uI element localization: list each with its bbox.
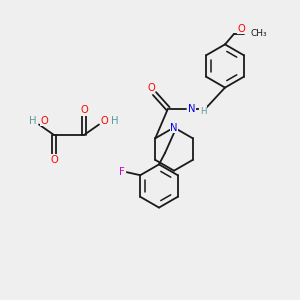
- Text: H: H: [111, 116, 118, 126]
- Text: O: O: [80, 105, 88, 116]
- Text: CH₃: CH₃: [250, 29, 267, 38]
- Text: F: F: [119, 167, 124, 177]
- Text: H: H: [29, 116, 36, 126]
- Text: O: O: [40, 116, 48, 126]
- Text: O: O: [50, 154, 58, 165]
- Text: O: O: [147, 83, 155, 93]
- Text: H: H: [200, 106, 206, 116]
- Text: N: N: [170, 122, 178, 133]
- Text: O: O: [100, 116, 108, 126]
- Text: O: O: [238, 24, 245, 34]
- Text: N: N: [188, 103, 196, 114]
